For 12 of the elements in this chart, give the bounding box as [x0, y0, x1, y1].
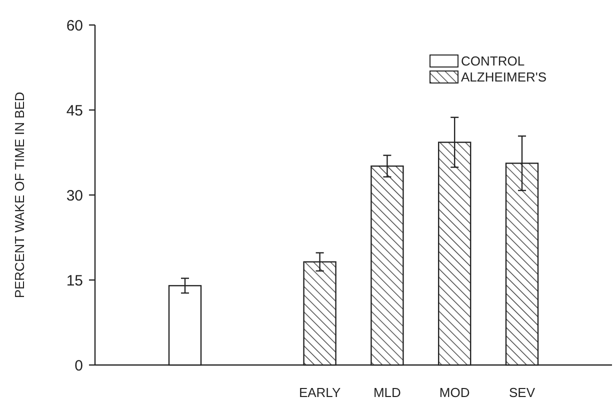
y-tick-label: 60 [66, 17, 83, 34]
y-tick-label: 30 [66, 187, 83, 204]
x-tick-label: SEV [508, 385, 536, 400]
legend-label: CONTROL [461, 54, 525, 69]
y-axis-title: PERCENT WAKE OF TIME IN BED [12, 92, 27, 298]
y-tick-label: 0 [74, 357, 83, 374]
y-tick-label: 15 [66, 272, 83, 290]
x-tick-label: MLD [373, 385, 401, 400]
y-tick-label: 45 [66, 102, 83, 120]
x-tick-label: EARLY [298, 385, 341, 400]
x-tick-label: MOD [439, 385, 470, 400]
legend-label: ALZHEIMER'S [461, 70, 547, 85]
